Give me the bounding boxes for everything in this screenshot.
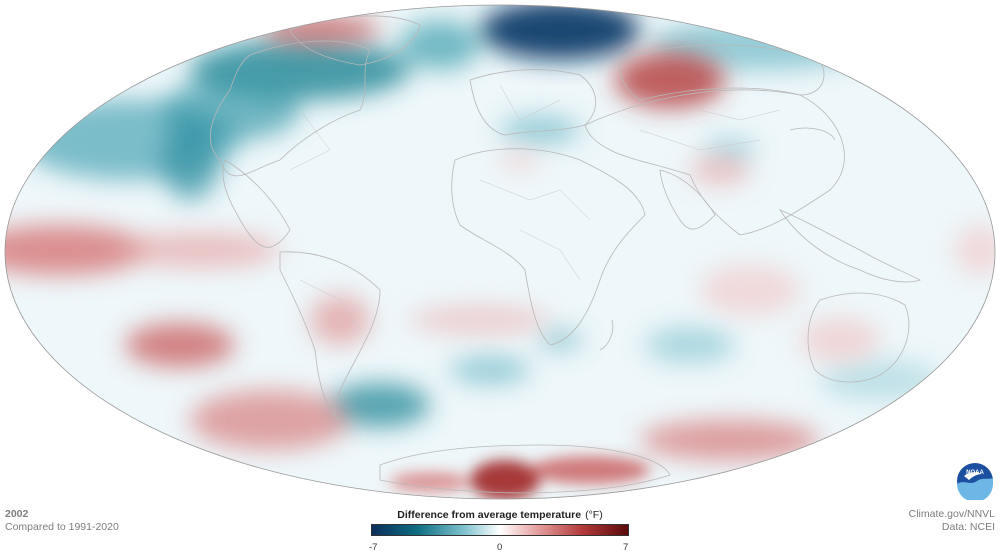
credit: Climate.gov/NNVL Data: NCEI xyxy=(909,508,995,534)
legend-max-label: 7 xyxy=(623,542,629,553)
legend-ticks: -7 0 7 xyxy=(369,541,629,555)
caption-year: 2002 xyxy=(5,508,29,520)
map-caption: 2002 Compared to 1991-2020 xyxy=(5,508,119,534)
landmass-outlines xyxy=(210,15,922,494)
legend-title-text: Difference from average temperature xyxy=(397,509,582,521)
legend-mid-label: 0 xyxy=(497,542,503,553)
legend-color-bar xyxy=(371,524,629,536)
credit-data: Data: NCEI xyxy=(941,521,995,533)
globe-outline xyxy=(4,4,996,500)
legend-title: Difference from average temperature (°F) xyxy=(360,508,640,522)
legend-min-label: -7 xyxy=(369,542,378,553)
legend-unit: (°F) xyxy=(585,509,603,521)
color-legend: Difference from average temperature (°F) … xyxy=(360,508,640,555)
caption-baseline: Compared to 1991-2020 xyxy=(5,521,119,533)
noaa-logo-icon: NOAA xyxy=(957,463,993,500)
noaa-logo-text: NOAA xyxy=(966,470,984,476)
credit-site: Climate.gov/NNVL xyxy=(908,508,995,520)
country-borders xyxy=(289,84,781,331)
